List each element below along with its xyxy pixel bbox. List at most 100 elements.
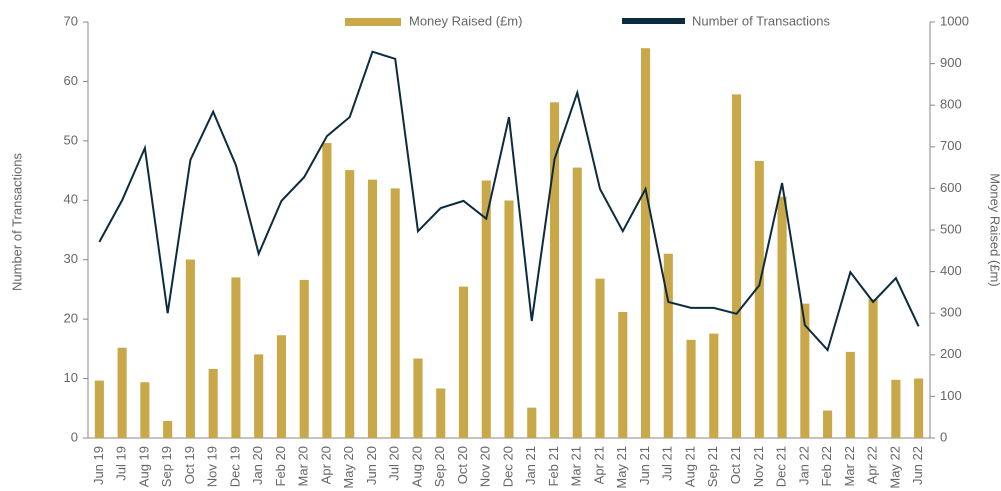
x-tick-label: Jul 21: [660, 446, 675, 481]
x-tick-label: Dec 21: [774, 446, 789, 487]
y2-tick-label: 400: [940, 263, 962, 278]
bar: [117, 347, 127, 438]
bar: [140, 382, 150, 438]
x-tick-label: Aug 21: [682, 446, 697, 487]
bar: [549, 102, 560, 439]
bar: [640, 48, 651, 438]
y2-tick-label: 100: [940, 388, 962, 403]
x-tick-label: Sep 19: [159, 446, 174, 487]
x-tick-label: Feb 20: [273, 446, 288, 486]
bar: [390, 188, 400, 438]
bar: [618, 311, 628, 438]
y2-tick-label: 500: [940, 221, 962, 236]
x-tick-label: Sep 21: [705, 446, 720, 487]
x-tick-label: Mar 20: [296, 446, 311, 486]
y-tick-label: 10: [64, 370, 78, 385]
x-tick-label: Mar 22: [842, 446, 857, 486]
bar: [891, 379, 901, 438]
x-tick-label: Oct 20: [455, 446, 470, 484]
bar: [208, 368, 218, 438]
x-tick-label: Feb 22: [819, 446, 834, 486]
bar: [868, 299, 878, 438]
legend-label: Number of Transactions: [692, 13, 831, 28]
bar: [322, 143, 332, 438]
x-tick-label: Jul 20: [387, 446, 402, 481]
y2-tick-label: 200: [940, 346, 962, 361]
x-tick-label: Apr 20: [318, 446, 333, 484]
bar: [458, 286, 469, 438]
bar: [276, 335, 286, 438]
bar: [800, 303, 810, 438]
bar: [94, 380, 104, 438]
x-tick-label: Mar 21: [569, 446, 584, 486]
y-tick-label: 30: [64, 251, 78, 266]
y2-tick-label: 900: [940, 55, 962, 70]
x-tick-label: Aug 20: [409, 446, 424, 487]
x-tick-label: Nov 19: [205, 446, 220, 487]
x-tick-label: May 22: [887, 446, 902, 489]
x-tick-label: Aug 19: [136, 446, 151, 487]
bar: [823, 410, 833, 438]
y2-tick-label: 0: [940, 429, 947, 444]
bar: [527, 407, 537, 438]
y2-tick-label: 1000: [940, 13, 969, 28]
x-tick-label: Jun 22: [910, 446, 925, 485]
line: [98, 50, 920, 353]
bar: [754, 160, 764, 438]
bar: [504, 200, 514, 438]
legend-swatch: [622, 18, 685, 24]
x-tick-label: May 21: [614, 446, 629, 489]
x-tick-label: Apr 22: [865, 446, 880, 484]
bar: [845, 351, 855, 438]
x-tick-label: Jun 19: [91, 446, 106, 485]
x-tick-label: Sep 20: [432, 446, 447, 487]
y-tick-label: 60: [64, 73, 78, 88]
x-tick-label: Jan 22: [796, 446, 811, 485]
bar: [686, 339, 696, 438]
bar: [481, 180, 491, 438]
bar: [777, 196, 787, 438]
y-tick-label: 50: [64, 132, 78, 147]
bar: [732, 94, 742, 438]
x-tick-label: Dec 19: [227, 446, 242, 487]
y-tick-label: 0: [71, 429, 78, 444]
x-tick-label: Dec 20: [500, 446, 515, 487]
x-tick-label: Jun 21: [637, 446, 652, 485]
x-tick-label: May 20: [341, 446, 356, 489]
x-tick-label: Feb 21: [546, 446, 561, 486]
x-tick-label: Oct 19: [182, 446, 197, 484]
x-tick-label: Nov 20: [478, 446, 493, 487]
legend-swatch: [345, 18, 401, 26]
x-tick-label: Oct 21: [728, 446, 743, 484]
x-tick-label: Jul 19: [114, 446, 129, 481]
bar: [413, 358, 423, 438]
legend-label: Money Raised (£m): [409, 13, 522, 28]
bar: [254, 354, 264, 438]
y2-axis-label: Money Raised (£m): [988, 173, 1001, 286]
y-tick-label: 70: [64, 13, 78, 28]
bar: [436, 388, 446, 438]
bar: [299, 279, 309, 438]
x-tick-label: Jan 21: [523, 446, 538, 485]
bar: [231, 277, 241, 438]
bar: [595, 278, 605, 438]
bar: [185, 259, 195, 438]
bar: [345, 170, 355, 438]
bar: [163, 420, 173, 438]
y-tick-label: 40: [64, 192, 78, 207]
bar: [367, 179, 378, 438]
bar: [663, 253, 673, 438]
x-tick-label: Apr 21: [591, 446, 606, 484]
bar: [572, 167, 582, 438]
x-tick-label: Jan 20: [250, 446, 265, 485]
y-axis-label: Number of Transactions: [9, 153, 24, 292]
y2-tick-label: 300: [940, 305, 962, 320]
y2-tick-label: 600: [940, 180, 962, 195]
x-tick-label: Nov 21: [751, 446, 766, 487]
y-tick-label: 20: [64, 311, 78, 326]
bar: [914, 378, 924, 438]
y2-tick-label: 700: [940, 138, 962, 153]
y2-tick-label: 800: [940, 97, 962, 112]
bar: [709, 333, 719, 438]
